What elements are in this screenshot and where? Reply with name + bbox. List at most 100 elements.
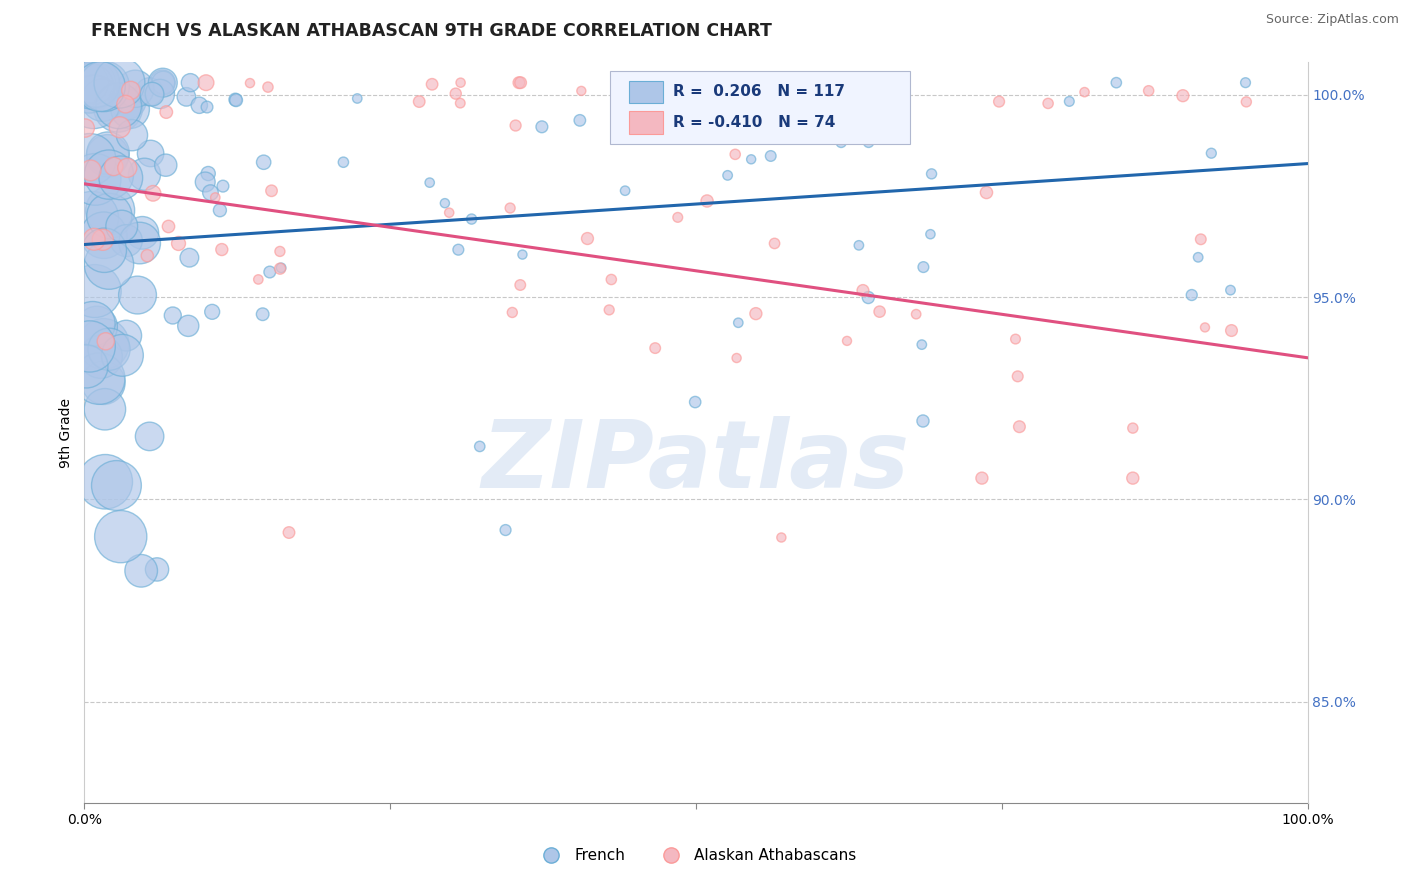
Point xyxy=(75,359,97,374)
Point xyxy=(738,76,761,90)
Point xyxy=(97,168,120,182)
Point xyxy=(162,309,184,323)
Point xyxy=(84,172,107,186)
Point xyxy=(512,247,534,261)
Point xyxy=(278,525,301,540)
Y-axis label: 9th Grade: 9th Grade xyxy=(59,398,73,467)
Point xyxy=(93,79,115,94)
Point xyxy=(79,81,101,95)
Point xyxy=(799,76,821,90)
Text: R = -0.410   N = 74: R = -0.410 N = 74 xyxy=(672,115,835,130)
Point xyxy=(921,167,943,181)
Point xyxy=(449,96,471,111)
Point xyxy=(568,113,591,128)
Point xyxy=(91,233,114,247)
Point xyxy=(751,95,773,109)
Point xyxy=(80,211,103,225)
Point xyxy=(98,209,121,223)
Point xyxy=(600,272,623,286)
Point xyxy=(740,153,762,167)
Point xyxy=(107,99,129,113)
Point xyxy=(93,337,115,351)
Point xyxy=(666,211,689,225)
Point xyxy=(79,153,101,167)
Point xyxy=(117,161,139,175)
Point xyxy=(120,83,142,97)
Point xyxy=(408,95,430,109)
Point xyxy=(82,317,104,331)
Point xyxy=(673,87,696,102)
Point xyxy=(93,244,115,258)
Text: Source: ZipAtlas.com: Source: ZipAtlas.com xyxy=(1265,13,1399,27)
Point xyxy=(598,302,620,317)
Point xyxy=(1194,320,1216,334)
Point xyxy=(127,288,149,302)
Point xyxy=(110,530,132,544)
Point xyxy=(683,395,706,409)
Point xyxy=(1059,95,1081,109)
Point xyxy=(91,93,114,107)
Point xyxy=(83,95,105,109)
Point xyxy=(260,184,283,198)
Point xyxy=(179,76,201,90)
Point xyxy=(194,175,217,189)
Point xyxy=(444,87,467,101)
Point xyxy=(332,155,354,169)
Point xyxy=(269,244,291,259)
Point xyxy=(508,76,530,90)
Point xyxy=(141,87,163,102)
Point xyxy=(1181,288,1204,302)
FancyBboxPatch shape xyxy=(610,71,910,144)
Point xyxy=(115,328,138,343)
Point xyxy=(120,102,142,116)
Point xyxy=(157,219,180,234)
Point xyxy=(97,146,120,161)
Text: FRENCH VS ALASKAN ATHABASCAN 9TH GRADE CORRELATION CHART: FRENCH VS ALASKAN ATHABASCAN 9TH GRADE C… xyxy=(91,22,772,40)
Point xyxy=(450,76,472,90)
Point xyxy=(770,531,793,545)
Point xyxy=(468,439,491,453)
Point xyxy=(1189,232,1212,246)
Point xyxy=(103,160,125,174)
Point xyxy=(94,334,117,349)
Point xyxy=(976,186,998,200)
Point xyxy=(167,236,190,251)
Point xyxy=(576,231,599,245)
Point xyxy=(211,243,233,257)
Point xyxy=(447,243,470,257)
Point xyxy=(696,194,718,208)
Text: R =  0.206   N = 117: R = 0.206 N = 117 xyxy=(672,85,845,99)
Point xyxy=(1234,76,1257,90)
Point xyxy=(98,258,121,272)
Point xyxy=(1220,324,1243,338)
Point xyxy=(1171,88,1194,103)
Point xyxy=(83,284,105,298)
Point xyxy=(114,97,136,112)
Point xyxy=(204,190,226,204)
Point xyxy=(269,261,291,276)
Point xyxy=(212,179,235,194)
Point xyxy=(905,307,928,321)
Point xyxy=(1234,95,1257,109)
Point xyxy=(79,163,101,178)
Point xyxy=(420,77,443,91)
Point xyxy=(108,120,131,135)
Point xyxy=(912,260,935,274)
Point xyxy=(86,319,108,334)
Legend: French, Alaskan Athabascans: French, Alaskan Athabascans xyxy=(530,842,862,869)
Point xyxy=(155,158,177,172)
Point xyxy=(920,227,942,242)
Point xyxy=(1219,283,1241,297)
Point xyxy=(138,429,160,443)
Point xyxy=(152,76,174,90)
Point xyxy=(224,93,246,107)
Point xyxy=(827,83,849,97)
Point xyxy=(270,260,292,275)
Point xyxy=(717,169,740,183)
FancyBboxPatch shape xyxy=(628,112,664,134)
Point xyxy=(1073,85,1095,99)
Point xyxy=(346,91,368,105)
Point xyxy=(848,238,870,252)
Point xyxy=(1137,84,1160,98)
Point xyxy=(225,93,247,107)
